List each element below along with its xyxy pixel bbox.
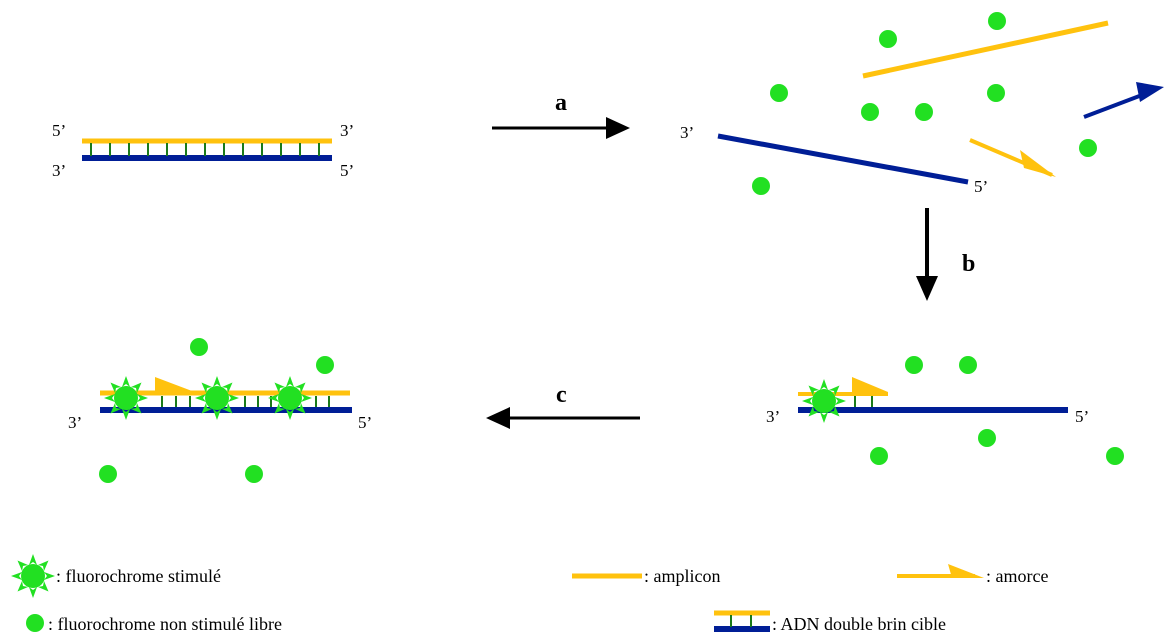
free-fluorochrome (905, 356, 923, 374)
panel-annealing: 3’ 5’ (766, 356, 1124, 465)
stimulated-fluorochrome-icon (11, 554, 55, 598)
legend-free-label: : fluorochrome non stimulé libre (48, 614, 282, 634)
label-3prime: 3’ (766, 407, 780, 426)
base-pair-bonds (90, 143, 320, 156)
label-3prime: 3’ (680, 123, 694, 142)
free-fluorochrome (99, 465, 117, 483)
free-fluorochrome (870, 447, 888, 465)
legend-target: : ADN double brin cible (714, 610, 946, 634)
free-fluorochrome (988, 12, 1006, 30)
free-fluorochrome (915, 103, 933, 121)
stimulated-fluorochrome (268, 376, 312, 420)
legend: : fluorochrome stimulé : fluorochrome no… (11, 554, 1048, 634)
arrow-step-b: b (916, 208, 975, 301)
free-fluorochromes (870, 356, 1124, 465)
label-5prime-bottom-right: 5’ (340, 161, 354, 180)
legend-free: : fluorochrome non stimulé libre (26, 614, 282, 634)
legend-stimulated-label: : fluorochrome stimulé (56, 566, 221, 586)
panel-double-strand-dna: 5’ 3’ 3’ 5’ (52, 121, 354, 180)
label-5prime: 5’ (358, 413, 372, 432)
label-3prime-bottom-left: 3’ (52, 161, 66, 180)
legend-stimulated: : fluorochrome stimulé (11, 554, 221, 598)
label-3prime: 3’ (68, 413, 82, 432)
label-5prime: 5’ (1075, 407, 1089, 426)
panel-elongation: 3’ 5’ (68, 338, 372, 483)
primer-head (155, 377, 192, 391)
step-label-a: a (555, 90, 567, 116)
stimulated-fluorochrome (802, 379, 846, 423)
free-fluorochrome (316, 356, 334, 374)
legend-primer-label: : amorce (986, 566, 1048, 586)
free-fluorochrome (987, 84, 1005, 102)
free-fluorochrome (752, 177, 770, 195)
primer-head (852, 377, 888, 392)
free-fluorochrome (1079, 139, 1097, 157)
free-fluorochrome (959, 356, 977, 374)
arrow-step-a: a (492, 90, 630, 139)
free-fluorochrome (978, 429, 996, 447)
panel-denaturation: 3’ 5’ (680, 12, 1164, 196)
free-fluorochrome (861, 103, 879, 121)
free-fluorochrome (190, 338, 208, 356)
legend-primer: : amorce (897, 564, 1048, 586)
target-strand (717, 133, 969, 185)
primer-extended (1083, 82, 1164, 119)
legend-amplicon-label: : amplicon (644, 566, 720, 586)
primer (969, 138, 1056, 177)
label-5prime-top-left: 5’ (52, 121, 66, 140)
free-fluorochrome (879, 30, 897, 48)
arrow-step-c: c (486, 382, 640, 429)
amplicon-strand (862, 20, 1109, 79)
free-fluorochrome (770, 84, 788, 102)
step-label-b: b (962, 251, 975, 277)
free-fluorochrome (1106, 447, 1124, 465)
label-3prime-top-right: 3’ (340, 121, 354, 140)
label-5prime: 5’ (974, 177, 988, 196)
step-label-c: c (556, 382, 567, 408)
free-fluorochromes (752, 12, 1097, 195)
stimulated-fluorochrome (104, 376, 148, 420)
free-fluorochromes (99, 338, 334, 483)
free-fluorochrome (245, 465, 263, 483)
stimulated-fluorochrome (195, 376, 239, 420)
free-fluorochrome-icon (26, 614, 44, 632)
legend-amplicon: : amplicon (572, 566, 720, 586)
legend-target-label: : ADN double brin cible (772, 614, 946, 634)
